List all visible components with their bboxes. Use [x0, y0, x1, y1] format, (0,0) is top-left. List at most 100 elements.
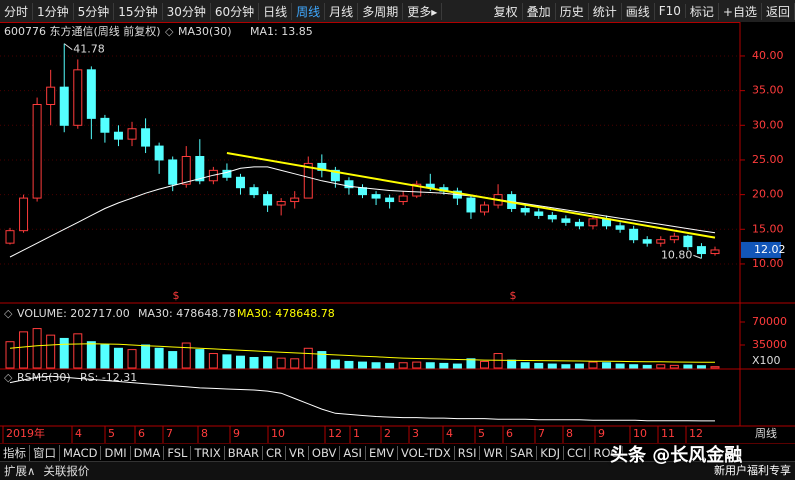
volume-bar	[452, 363, 462, 369]
period-tab[interactable]: 日线	[259, 2, 293, 20]
indicator-tab[interactable]: VOL-TDX	[398, 446, 455, 460]
indicator-tab[interactable]: DMI	[101, 446, 131, 460]
indicator-tab[interactable]: ROC	[590, 446, 623, 460]
tool-button[interactable]: 标记	[686, 2, 719, 20]
rsms-value: RS: -12.31	[80, 371, 137, 384]
volume-bar	[466, 358, 476, 369]
period-tab[interactable]: 30分钟	[163, 2, 211, 20]
candle-body	[371, 194, 381, 199]
tool-button[interactable]: +自选	[719, 2, 762, 20]
tool-button[interactable]: 历史	[556, 2, 589, 20]
candle-body	[344, 180, 354, 189]
volume-bar	[371, 362, 381, 369]
candle-body	[195, 155, 205, 182]
indicator-tab[interactable]: BRAR	[225, 446, 264, 460]
indicator-tab[interactable]: OBV	[309, 446, 341, 460]
month-label: 2019年	[6, 426, 45, 440]
candle-body	[290, 197, 300, 203]
candle-body	[547, 214, 557, 220]
candle-body	[168, 159, 178, 185]
indicator-tab[interactable]: VR	[286, 446, 309, 460]
month-label: 6	[138, 427, 145, 440]
indicator-tab[interactable]: 指标	[0, 445, 30, 461]
month-label: 5	[478, 427, 485, 440]
month-label: 7	[538, 427, 545, 440]
candle-body	[154, 145, 164, 161]
candle-body	[86, 69, 96, 119]
volume-bar	[19, 331, 29, 369]
indicator-tab[interactable]: MACD	[60, 446, 102, 460]
indicator-tab[interactable]: CR	[263, 446, 287, 460]
indicator-tab[interactable]: RSI	[455, 446, 481, 460]
period-tab[interactable]: 月线	[325, 2, 359, 20]
candle-body	[303, 162, 313, 199]
indicator-tab[interactable]: CCI	[564, 446, 591, 460]
indicator-tab[interactable]: EMV	[366, 446, 398, 460]
indicator-tab[interactable]: 窗口	[30, 445, 60, 461]
indicator-tab[interactable]: SAR	[507, 446, 538, 460]
month-label: 5	[108, 427, 115, 440]
bottom-item[interactable]: 关联报价	[43, 464, 90, 478]
period-tab[interactable]: 多周期	[358, 2, 404, 20]
indicator-tab[interactable]: KDJ	[537, 446, 565, 460]
tool-button[interactable]: 返回	[762, 2, 795, 20]
period-tab[interactable]: 分时	[0, 2, 34, 20]
last-price: 12.02	[754, 243, 786, 256]
volume-bar	[602, 362, 612, 369]
volume-bar	[642, 364, 652, 369]
leader	[63, 43, 73, 51]
candle-body	[181, 155, 191, 185]
tool-button[interactable]: 画线	[622, 2, 655, 20]
period-tab[interactable]: 15分钟	[114, 2, 163, 20]
period-tab[interactable]: 1分钟	[33, 2, 74, 20]
candle-body	[656, 239, 666, 244]
chart-title: 600776 东方通信(周线 前复权)	[4, 24, 161, 38]
volume-bar	[439, 362, 449, 369]
volume-bar	[412, 361, 422, 369]
candle-body	[480, 204, 490, 213]
volume-bar	[683, 364, 693, 369]
volume-ma: MA30: 478648.78	[138, 307, 236, 320]
indicator-tab[interactable]: TRIX	[191, 446, 225, 460]
month-label: 10	[271, 427, 285, 440]
candle-body	[113, 131, 123, 140]
ma-value: MA1: 13.85	[250, 25, 313, 38]
tool-button[interactable]: 统计	[589, 2, 622, 20]
month-label: 11	[661, 427, 675, 440]
indicator-tab[interactable]: ASI	[340, 446, 366, 460]
rsms-line	[9, 375, 715, 422]
period-tab[interactable]: 周线	[292, 2, 326, 20]
volume-bar	[249, 356, 259, 369]
tool-button[interactable]: 叠加	[523, 2, 556, 20]
candle-body	[385, 197, 395, 203]
tool-button[interactable]: 复权	[490, 2, 523, 20]
indicator-tab[interactable]: WR	[480, 446, 507, 460]
ma-title: MA30(30)	[178, 25, 232, 38]
month-label: 2	[384, 427, 391, 440]
y-tick-label: 35000	[752, 338, 787, 351]
bottom-item[interactable]: 扩展∧	[4, 464, 36, 478]
indicator-tab[interactable]: FSL	[164, 446, 192, 460]
indicator-tab[interactable]: DMA	[131, 446, 165, 460]
candle-body	[710, 249, 720, 255]
volume-bar	[32, 328, 42, 369]
period-tab[interactable]: 更多▸	[403, 2, 443, 20]
period-tab[interactable]: 5分钟	[74, 2, 115, 20]
volume-bar	[534, 362, 544, 369]
volume-bar	[344, 360, 354, 369]
volume-bar	[425, 362, 435, 369]
volume-bar	[574, 363, 584, 369]
period-tab[interactable]: 60分钟	[211, 2, 260, 20]
watermark: 头条 @长风金融	[610, 445, 743, 466]
candle-body	[574, 221, 584, 227]
volume-bar	[480, 360, 490, 369]
candle-body	[276, 201, 286, 206]
month-label: 12	[689, 427, 703, 440]
volume-ma: MA30: 478648.78	[237, 307, 335, 320]
volume-bar	[561, 364, 571, 369]
volume-bar	[208, 353, 218, 369]
last-price-box	[741, 241, 781, 258]
chart: 600776 东方通信(周线 前复权) ◇ MA30(30) MA1: 13.8…	[0, 22, 795, 443]
tool-button[interactable]: F10	[655, 4, 686, 18]
candle-body	[222, 169, 232, 178]
